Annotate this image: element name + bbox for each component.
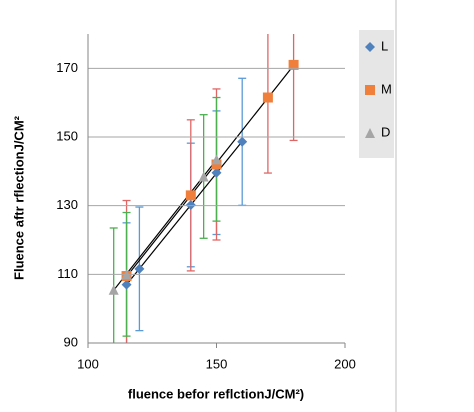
marker [121, 279, 132, 290]
marker [288, 59, 299, 70]
legend-box [359, 30, 394, 158]
y-tick-label: 150 [56, 128, 78, 143]
marker [262, 92, 273, 103]
marker [185, 199, 196, 210]
y-tick-label: 90 [64, 334, 78, 349]
marker [185, 190, 196, 201]
y-tick-label: 130 [56, 197, 78, 212]
x-axis-label: fluence befor reflctionJ/CM²) [128, 386, 304, 401]
legend-label: M [381, 81, 392, 96]
marker [134, 263, 145, 274]
legend-marker [365, 42, 375, 52]
marker [211, 159, 222, 170]
marker [108, 284, 119, 295]
legend-marker [365, 85, 375, 95]
x-tick-label: 200 [334, 356, 356, 371]
marker [237, 136, 248, 147]
trend-line [126, 141, 243, 285]
y-axis-label: Fluence aftr rflectionJ/CM² [11, 115, 26, 280]
y-tick-label: 110 [57, 266, 78, 281]
legend-label: D [381, 124, 390, 139]
marker [211, 167, 222, 178]
plot-area [108, 34, 299, 343]
x-tick-label: 100 [77, 356, 99, 371]
marker [198, 171, 209, 182]
x-tick-label: 150 [206, 356, 228, 371]
legend-label: L [381, 38, 388, 53]
marker [211, 154, 222, 165]
trend-line [113, 159, 217, 291]
legend-marker [365, 128, 375, 138]
y-tick-label: 170 [56, 60, 78, 75]
